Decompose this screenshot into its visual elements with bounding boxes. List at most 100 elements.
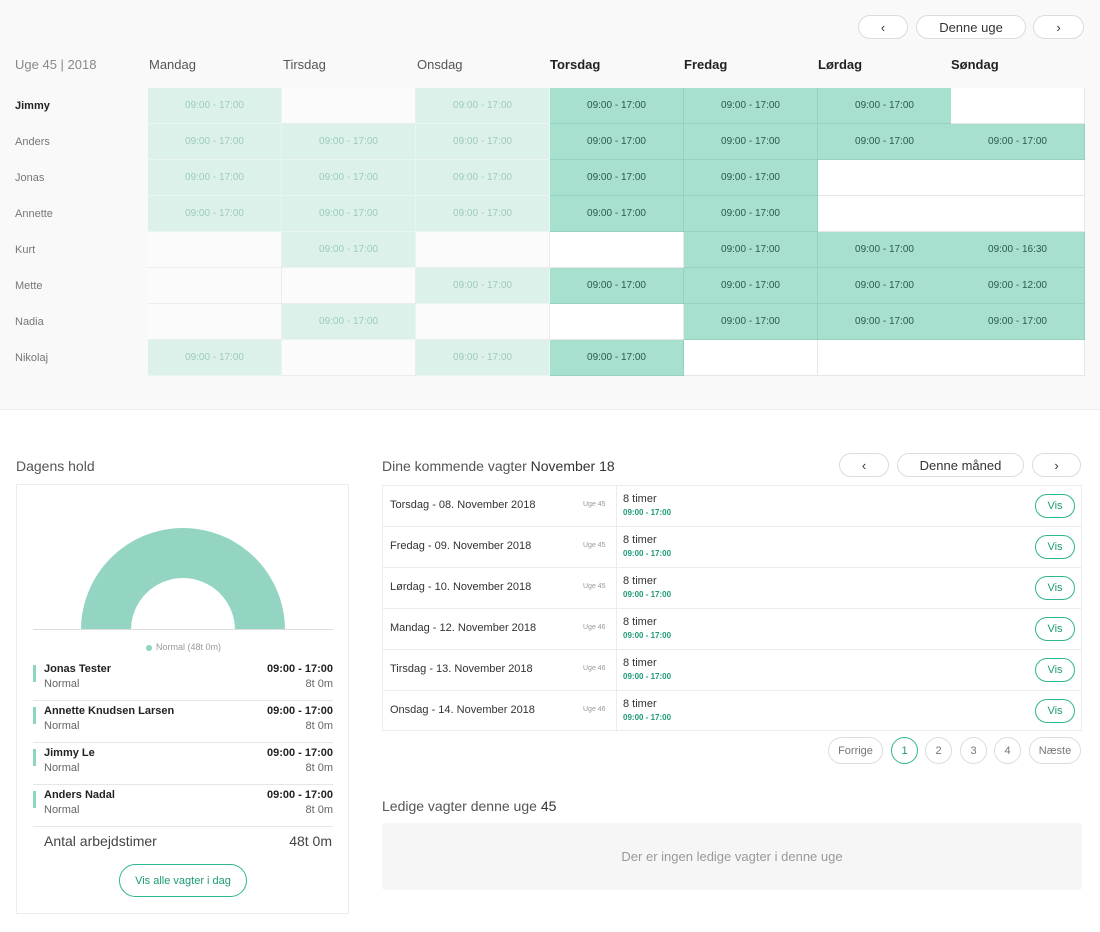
shift-cell[interactable]: 09:00 - 16:30 [951, 232, 1085, 268]
total-hours-value: 48t 0m [289, 833, 332, 849]
show-all-shifts-button[interactable]: Vis alle vagter i dag [119, 864, 247, 897]
empty-cell[interactable] [951, 340, 1085, 376]
shift-cell[interactable]: 09:00 - 17:00 [684, 304, 818, 340]
shift-cell[interactable]: 09:00 - 17:00 [684, 160, 818, 196]
shift-cell[interactable]: 09:00 - 17:00 [550, 124, 684, 160]
day-header: Onsdag [417, 57, 463, 72]
shift-cell[interactable]: 09:00 - 17:00 [684, 196, 818, 232]
empty-cell[interactable] [951, 196, 1085, 232]
empty-cell[interactable] [282, 340, 416, 376]
shift-cell[interactable]: 09:00 - 17:00 [684, 268, 818, 304]
next-week-button[interactable]: › [1033, 15, 1084, 39]
shift-cell[interactable]: 09:00 - 17:00 [818, 268, 952, 304]
shift-cell[interactable]: 09:00 - 17:00 [148, 160, 282, 196]
shift-cell[interactable]: 09:00 - 17:00 [148, 88, 282, 124]
empty-cell[interactable] [550, 304, 684, 340]
shift-cell[interactable]: 09:00 - 17:00 [550, 340, 684, 376]
empty-cell[interactable] [818, 340, 952, 376]
shift-cell[interactable]: 09:00 - 17:00 [416, 340, 550, 376]
view-shift-button[interactable]: Vis [1035, 658, 1075, 682]
shift-cell[interactable]: 09:00 - 17:00 [282, 304, 416, 340]
shift-cell[interactable]: 09:00 - 17:00 [416, 160, 550, 196]
empty-cell[interactable] [148, 304, 282, 340]
legend-label: Normal (48t 0m) [155, 642, 221, 652]
shift-cell[interactable]: 09:00 - 17:00 [818, 304, 952, 340]
shift-week: Uge 46 [583, 706, 606, 713]
empty-cell[interactable] [416, 304, 550, 340]
day-header: Fredag [684, 57, 728, 72]
column-divider [616, 691, 617, 732]
shift-cell[interactable]: 09:00 - 12:00 [951, 268, 1085, 304]
shift-cell[interactable]: 09:00 - 17:00 [148, 340, 282, 376]
shift-cell[interactable]: 09:00 - 17:00 [416, 88, 550, 124]
column-divider [616, 568, 617, 609]
shift-cell[interactable]: 09:00 - 17:00 [148, 124, 282, 160]
staff-time: 09:00 - 17:00 [266, 663, 333, 675]
shift-cell[interactable]: 09:00 - 17:00 [282, 160, 416, 196]
view-shift-button[interactable]: Vis [1035, 576, 1075, 600]
shift-cell[interactable]: 09:00 - 17:00 [148, 196, 282, 232]
empty-cell[interactable] [818, 160, 952, 196]
shift-cell[interactable]: 09:00 - 17:00 [550, 160, 684, 196]
pagination-page-button[interactable]: 2 [925, 737, 952, 764]
chevron-right-icon: › [1054, 457, 1059, 473]
pagination-next-button[interactable]: Næste [1029, 737, 1081, 764]
shift-row: Fredag - 09. November 2018 Uge 45 8 timer 0… [383, 527, 1081, 568]
shift-cell[interactable]: 09:00 - 17:00 [684, 124, 818, 160]
shift-cell[interactable]: 09:00 - 17:00 [818, 232, 952, 268]
shift-cell[interactable]: 09:00 - 17:00 [282, 124, 416, 160]
shift-time: 09:00 - 17:00 [623, 590, 672, 599]
shift-cell[interactable]: 09:00 - 17:00 [951, 124, 1085, 160]
shift-cell[interactable]: 09:00 - 17:00 [818, 88, 952, 124]
empty-cell[interactable] [684, 340, 818, 376]
pagination-prev-button[interactable]: Forrige [828, 737, 883, 764]
shift-cell[interactable]: 09:00 - 17:00 [550, 88, 684, 124]
pagination-page-button[interactable]: 3 [960, 737, 987, 764]
shift-cell[interactable]: 09:00 - 17:00 [951, 304, 1085, 340]
empty-cell[interactable] [416, 232, 550, 268]
empty-cell[interactable] [951, 88, 1085, 124]
shift-cell[interactable]: 09:00 - 17:00 [684, 88, 818, 124]
empty-cell[interactable] [951, 160, 1085, 196]
staff-name: Anders Nadal [44, 789, 115, 801]
prev-month-button[interactable]: ‹ [839, 453, 889, 477]
empty-cell[interactable] [282, 88, 416, 124]
view-shift-button[interactable]: Vis [1035, 699, 1075, 723]
shift-week: Uge 45 [583, 583, 606, 590]
shift-cell[interactable]: 09:00 - 17:00 [684, 232, 818, 268]
shift-cell[interactable]: 09:00 - 17:00 [550, 268, 684, 304]
shift-cell[interactable]: 09:00 - 17:00 [416, 268, 550, 304]
shift-cell[interactable]: 09:00 - 17:00 [818, 124, 952, 160]
shift-cell[interactable]: 09:00 - 17:00 [416, 196, 550, 232]
view-shift-button[interactable]: Vis [1035, 494, 1075, 518]
pagination-page-button[interactable]: 1 [891, 737, 918, 764]
empty-cell[interactable] [282, 268, 416, 304]
shift-cell[interactable]: 09:00 - 17:00 [550, 196, 684, 232]
staff-time: 09:00 - 17:00 [266, 789, 333, 801]
view-shift-button[interactable]: Vis [1035, 617, 1075, 641]
empty-cell[interactable] [550, 232, 684, 268]
employee-name: Annette [15, 208, 53, 220]
shift-cell[interactable]: 09:00 - 17:00 [282, 196, 416, 232]
chevron-left-icon: ‹ [880, 19, 886, 35]
this-month-button[interactable]: Denne måned [897, 453, 1024, 477]
next-month-button[interactable]: › [1032, 453, 1081, 477]
shift-date: Torsdag - 08. November 2018 [390, 499, 536, 511]
day-header: Søndag [951, 57, 999, 72]
shift-cell[interactable]: 09:00 - 17:00 [282, 232, 416, 268]
view-shift-button[interactable]: Vis [1035, 535, 1075, 559]
total-hours-label: Antal arbejdstimer [44, 833, 157, 849]
empty-cell[interactable] [148, 232, 282, 268]
shift-week: Uge 45 [583, 501, 606, 508]
this-week-button[interactable]: Denne uge [916, 15, 1026, 39]
available-title-prefix: Ledige vagter denne uge [382, 798, 537, 814]
pagination-page-button[interactable]: 4 [994, 737, 1021, 764]
empty-cell[interactable] [818, 196, 952, 232]
shift-cell[interactable]: 09:00 - 17:00 [416, 124, 550, 160]
upcoming-title-prefix: Dine kommende vagter [382, 458, 527, 474]
staff-color-bar [33, 665, 36, 682]
empty-cell[interactable] [148, 268, 282, 304]
legend-dot-icon [145, 644, 152, 651]
prev-week-button[interactable]: ‹ [858, 15, 908, 39]
employee-name: Anders [15, 136, 50, 148]
